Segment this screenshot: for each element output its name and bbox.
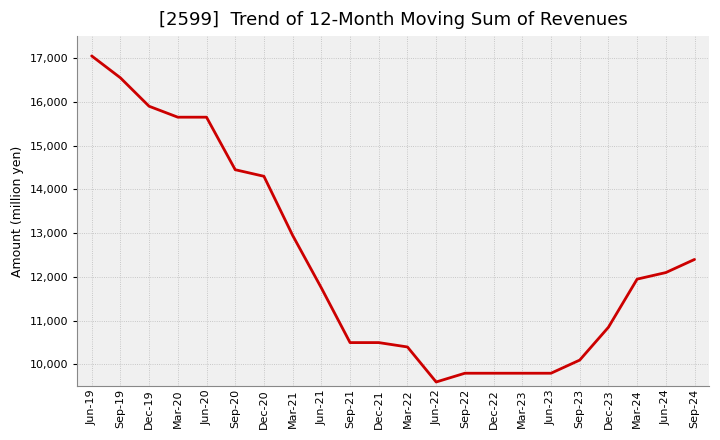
Title: [2599]  Trend of 12-Month Moving Sum of Revenues: [2599] Trend of 12-Month Moving Sum of R… bbox=[158, 11, 627, 29]
Y-axis label: Amount (million yen): Amount (million yen) bbox=[11, 146, 24, 277]
